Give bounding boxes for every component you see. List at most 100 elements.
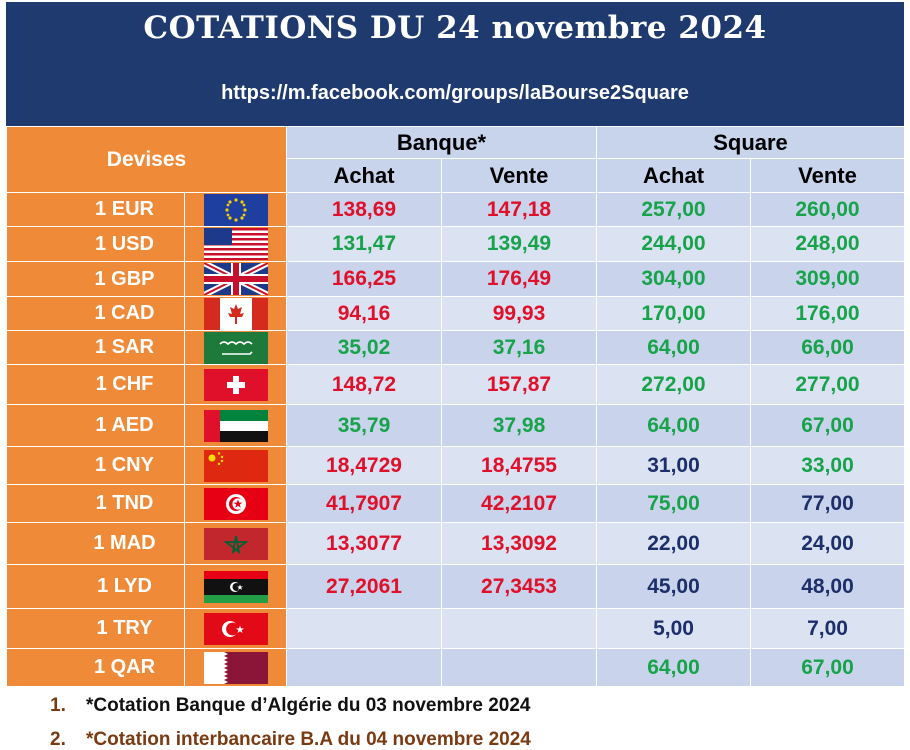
swiss-flag-icon (203, 368, 268, 401)
footnote-text: *Cotation interbancaire B.A du 04 novemb… (86, 729, 531, 750)
square-vente-value: 248,00 (750, 226, 905, 262)
banque-achat-value: 27,2061 (286, 564, 442, 609)
square-vente-value: 33,00 (750, 446, 905, 485)
footnote-2: 2. *Cotation interbancaire B.A du 04 nove… (50, 729, 531, 750)
table-row: 1 CAD 94,16 99,93 170,00 176,00 (6, 296, 905, 331)
square-achat-value: 304,00 (596, 261, 751, 297)
page-title: COTATIONS DU 24 novembre 2024 (143, 10, 767, 46)
currency-label: 1 GBP (6, 261, 185, 297)
square-achat-value: 5,00 (596, 608, 751, 649)
currency-label: 1 TND (6, 484, 185, 523)
square-achat-value: 75,00 (596, 484, 751, 523)
currency-label: 1 TRY (6, 608, 185, 649)
currency-label: 1 CAD (6, 296, 185, 331)
currency-label: 1 MAD (6, 522, 185, 565)
group-url[interactable]: https://m.facebook.com/groups/laBourse2S… (221, 82, 689, 104)
square-vente-value: 309,00 (750, 261, 905, 297)
table-row: 1 AED 35,79 37,98 64,00 67,00 (6, 404, 905, 447)
currency-label: 1 EUR (6, 192, 185, 227)
banque-achat-value: 131,47 (286, 226, 442, 262)
header-banner: COTATIONS DU 24 novembre 2024 https://m.… (6, 2, 904, 126)
square-vente-value: 176,00 (750, 296, 905, 331)
banque-achat-value: 35,02 (286, 330, 442, 365)
footnote-text: *Cotation Banque d’Algérie du 03 novembr… (86, 695, 531, 716)
table-row: 1 CHF 148,72 157,87 272,00 277,00 (6, 364, 905, 405)
table-row: 1 LYD 27,2061 27,3453 45,00 48,00 (6, 564, 905, 609)
table-row: 1 QAR 64,00 67,00 (6, 648, 905, 687)
banque-vente-value: 139,49 (441, 226, 597, 262)
qatar-flag-icon (203, 651, 268, 684)
banque-vente-value: 27,3453 (441, 564, 597, 609)
currency-label: 1 AED (6, 404, 185, 447)
eu-flag-icon (203, 193, 268, 226)
banque-vente-value: 37,98 (441, 404, 597, 447)
us-flag-icon (203, 228, 268, 260)
square-achat-value: 64,00 (596, 648, 751, 687)
banque-vente-value: 157,87 (441, 364, 597, 405)
square-vente-value: 7,00 (750, 608, 905, 649)
table-row: 1 CNY 18,4729 18,4755 31,00 33,00 (6, 446, 905, 485)
table-row: 1 SAR 35,02 37,16 64,00 66,00 (6, 330, 905, 365)
banque-vente-value: 18,4755 (441, 446, 597, 485)
banque-achat-value: 94,16 (286, 296, 442, 331)
libya-flag-icon (203, 570, 268, 603)
banque-vente-value (441, 648, 597, 687)
footnote-number: 1. (50, 695, 66, 716)
banque-vente-value: 176,49 (441, 261, 597, 297)
devises-header: Devises (6, 126, 287, 193)
banque-vente-header: Vente (441, 158, 597, 193)
table-row: 1 GBP 166,25 176,49 304,00 309,00 (6, 261, 905, 297)
square-achat-value: 257,00 (596, 192, 751, 227)
table-row: 1 TND 41,7907 42,2107 75,00 77,00 (6, 484, 905, 523)
banque-vente-value: 13,3092 (441, 522, 597, 565)
square-achat-value: 64,00 (596, 330, 751, 365)
canada-flag-icon (203, 297, 268, 330)
currency-label: 1 LYD (6, 564, 185, 609)
saudi-flag-icon (203, 331, 268, 364)
table-row: 1 TRY 5,00 7,00 (6, 608, 905, 649)
table-row: 1 EUR 138,69 147,18 257,00 260,00 (6, 192, 905, 227)
tunisia-flag-icon (203, 487, 268, 520)
square-achat-header: Achat (596, 158, 751, 193)
square-achat-value: 272,00 (596, 364, 751, 405)
square-achat-value: 170,00 (596, 296, 751, 331)
turkey-flag-icon (203, 612, 268, 645)
china-flag-icon (203, 449, 268, 482)
banque-achat-value: 18,4729 (286, 446, 442, 485)
square-vente-value: 277,00 (750, 364, 905, 405)
footnote-1: 1. *Cotation Banque d’Algérie du 03 novem… (50, 695, 531, 717)
banque-vente-value: 37,16 (441, 330, 597, 365)
banque-achat-value: 13,3077 (286, 522, 442, 565)
square-vente-value: 66,00 (750, 330, 905, 365)
morocco-flag-icon (203, 527, 268, 560)
banque-achat-value: 166,25 (286, 261, 442, 297)
banque-achat-value (286, 608, 442, 649)
square-vente-header: Vente (750, 158, 905, 193)
square-vente-value: 48,00 (750, 564, 905, 609)
table-row: 1 MAD 13,3077 13,3092 22,00 24,00 (6, 522, 905, 565)
banque-achat-header: Achat (286, 158, 442, 193)
rates-table: Devises Banque* Square Achat Vente Achat… (6, 126, 905, 687)
uae-flag-icon (203, 409, 268, 442)
square-header: Square (596, 126, 905, 159)
square-achat-value: 64,00 (596, 404, 751, 447)
square-vente-value: 260,00 (750, 192, 905, 227)
banque-achat-value: 148,72 (286, 364, 442, 405)
banque-vente-value: 147,18 (441, 192, 597, 227)
banque-achat-value: 35,79 (286, 404, 442, 447)
currency-label: 1 CHF (6, 364, 185, 405)
uk-flag-icon (203, 263, 268, 295)
currency-label: 1 CNY (6, 446, 185, 485)
footnote-number: 2. (50, 729, 66, 750)
square-achat-value: 22,00 (596, 522, 751, 565)
square-vente-value: 77,00 (750, 484, 905, 523)
square-achat-value: 45,00 (596, 564, 751, 609)
banque-vente-value: 99,93 (441, 296, 597, 331)
square-achat-value: 31,00 (596, 446, 751, 485)
square-vente-value: 24,00 (750, 522, 905, 565)
banque-vente-value: 42,2107 (441, 484, 597, 523)
banque-achat-value: 138,69 (286, 192, 442, 227)
currency-label: 1 QAR (6, 648, 185, 687)
banque-achat-value (286, 648, 442, 687)
table-row: 1 USD 131,47 139,49 244,00 248,00 (6, 226, 905, 262)
